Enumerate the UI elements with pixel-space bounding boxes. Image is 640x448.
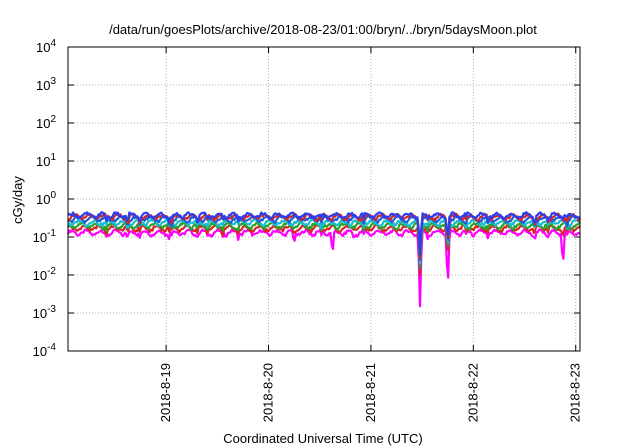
x-tick-labels: 2018-8-19 2018-8-20 2018-8-21 2018-8-22 2018… <box>158 363 583 422</box>
x-tick-label: 2018-8-21 <box>363 363 378 422</box>
y-tick-label: 10-1 <box>33 228 57 245</box>
y-tick-label: 10-3 <box>33 304 57 321</box>
y-axis-label: cGy/day <box>10 176 25 224</box>
series-line-4 <box>67 218 581 265</box>
x-tick-label: 2018-8-23 <box>568 363 583 422</box>
y-tick-labels: 10-4 10-3 10-2 10-1 100 101 102 103 104 <box>33 38 57 359</box>
y-tick-label: 100 <box>36 190 56 207</box>
chart-title: /data/run/goesPlots/archive/2018-08-23/0… <box>109 22 537 37</box>
series-line-1 <box>66 228 581 308</box>
series-line-2 <box>67 223 581 277</box>
y-tick-label: 102 <box>36 114 56 131</box>
x-tick-label: 2018-8-20 <box>261 363 276 422</box>
y-tick-label: 101 <box>36 152 56 169</box>
y-tick-label: 104 <box>36 38 56 55</box>
x-tick-label: 2018-8-22 <box>465 363 480 422</box>
series-layer <box>66 211 582 308</box>
x-tick-label: 2018-8-19 <box>158 363 173 422</box>
x-axis-label: Coordinated Universal Time (UTC) <box>223 431 422 446</box>
y-tick-label: 103 <box>36 76 56 93</box>
plot-frame <box>67 46 581 352</box>
y-tick-label: 10-2 <box>33 266 57 283</box>
series-line-7 <box>67 211 581 256</box>
grid <box>68 46 580 352</box>
y-tick-label: 10-4 <box>33 342 57 359</box>
